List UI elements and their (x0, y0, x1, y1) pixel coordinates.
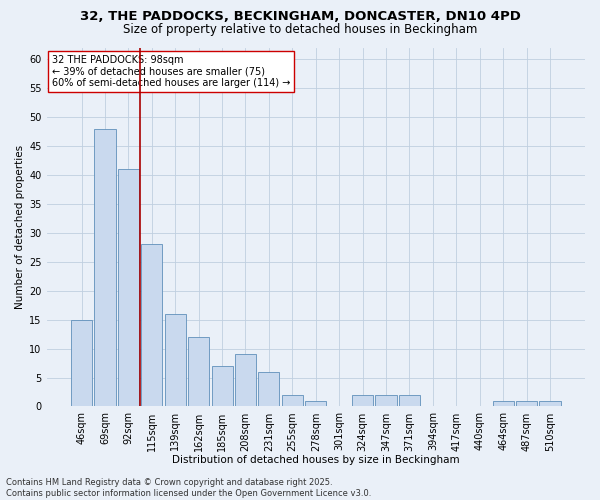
Text: Contains HM Land Registry data © Crown copyright and database right 2025.
Contai: Contains HM Land Registry data © Crown c… (6, 478, 371, 498)
Text: Size of property relative to detached houses in Beckingham: Size of property relative to detached ho… (123, 22, 477, 36)
Bar (399, 395, 420, 406)
Bar (212, 366, 233, 406)
Bar (141, 244, 163, 406)
X-axis label: Distribution of detached houses by size in Beckingham: Distribution of detached houses by size … (172, 455, 460, 465)
Bar (493, 400, 514, 406)
Bar (539, 400, 560, 406)
Bar (71, 320, 92, 406)
Bar (352, 395, 373, 406)
Bar (188, 337, 209, 406)
Bar (376, 395, 397, 406)
Bar (516, 400, 537, 406)
Bar (235, 354, 256, 406)
Bar (118, 169, 139, 406)
Y-axis label: Number of detached properties: Number of detached properties (15, 145, 25, 309)
Bar (164, 314, 186, 406)
Bar (259, 372, 280, 406)
Bar (282, 395, 303, 406)
Bar (94, 128, 116, 406)
Text: 32, THE PADDOCKS, BECKINGHAM, DONCASTER, DN10 4PD: 32, THE PADDOCKS, BECKINGHAM, DONCASTER,… (80, 10, 520, 23)
Text: 32 THE PADDOCKS: 98sqm
← 39% of detached houses are smaller (75)
60% of semi-det: 32 THE PADDOCKS: 98sqm ← 39% of detached… (52, 54, 290, 88)
Bar (305, 400, 326, 406)
